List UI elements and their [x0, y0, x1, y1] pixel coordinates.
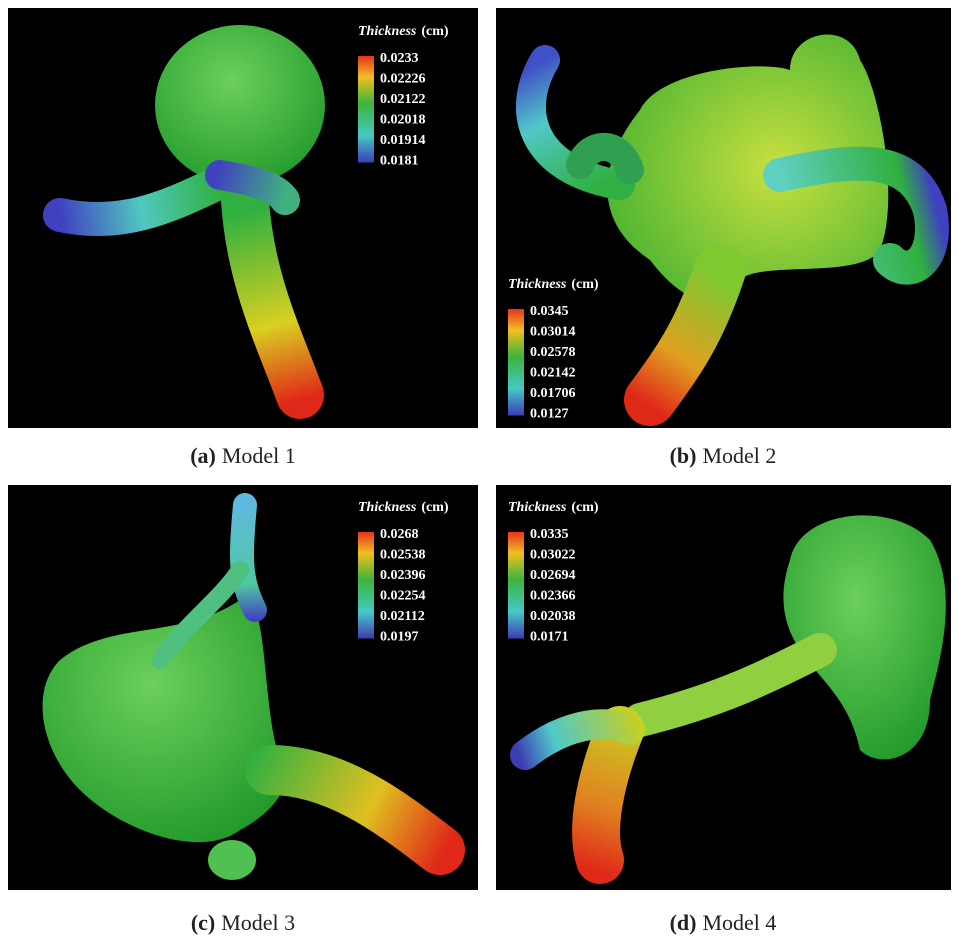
caption-text: Model 3 — [221, 910, 295, 935]
colorbar-tick-label: 0.01706 — [530, 386, 576, 401]
caption-text: Model 2 — [702, 443, 776, 468]
colorbar-tick-label: 0.02142 — [530, 366, 576, 381]
colorbar — [358, 532, 374, 639]
caption-label: (b) — [670, 443, 697, 468]
colorbar-tick-label: 0.03014 — [530, 325, 576, 340]
colorbar-tick-label: 0.02538 — [380, 548, 426, 563]
colorbar-tick-label: 0.0127 — [530, 407, 569, 422]
colorbar-tick-label: 0.01914 — [380, 133, 426, 148]
legend-title-text: Thickness — [358, 500, 417, 515]
legend-title: Thickness (cm) — [508, 277, 599, 292]
colorbar — [508, 532, 524, 639]
caption: (d)Model 4 — [670, 910, 777, 935]
caption-label: (d) — [670, 910, 697, 935]
colorbar-tick-label: 0.0268 — [380, 527, 419, 542]
figure: Thickness(cm)0.02330.022260.021220.02018… — [0, 0, 959, 940]
caption-label: (a) — [190, 443, 216, 468]
colorbar-tick-label: 0.02396 — [380, 568, 426, 583]
colorbar-tick-label: 0.02112 — [380, 609, 425, 624]
colorbar-tick-label: 0.02578 — [530, 345, 576, 360]
caption-text: Model 4 — [702, 910, 776, 935]
legend-title: Thickness (cm) — [508, 500, 599, 515]
caption: (c)Model 3 — [191, 910, 295, 935]
colorbar-tick-label: 0.0345 — [530, 304, 569, 319]
colorbar-tick-label: 0.02018 — [380, 113, 426, 128]
colorbar — [358, 56, 374, 163]
colorbar-tick-label: 0.02694 — [530, 568, 576, 583]
colorbar-tick-label: 0.0181 — [380, 154, 419, 169]
colorbar-tick-label: 0.0171 — [530, 630, 569, 645]
legend-unit: (cm) — [421, 24, 449, 39]
legend-title-text: Thickness — [508, 500, 567, 515]
colorbar-tick-label: 0.02122 — [380, 92, 426, 107]
caption: (b)Model 2 — [670, 443, 777, 468]
colorbar-tick-label: 0.0197 — [380, 630, 419, 645]
legend-unit: (cm) — [571, 500, 599, 515]
legend-unit: (cm) — [571, 277, 599, 292]
legend-unit: (cm) — [421, 500, 449, 515]
legend-title: Thickness (cm) — [358, 24, 449, 39]
legend-title-text: Thickness — [508, 277, 567, 292]
colorbar-tick-label: 0.02038 — [530, 609, 576, 624]
legend-title: Thickness (cm) — [358, 500, 449, 515]
colorbar-tick-label: 0.02226 — [380, 72, 426, 87]
caption-label: (c) — [191, 910, 215, 935]
colorbar-tick-label: 0.0335 — [530, 527, 569, 542]
legend-title-text: Thickness — [358, 24, 417, 39]
colorbar-tick-label: 0.02254 — [380, 589, 426, 604]
caption-text: Model 1 — [222, 443, 296, 468]
colorbar-tick-label: 0.03022 — [530, 548, 576, 563]
colorbar — [508, 309, 524, 416]
colorbar-tick-label: 0.02366 — [530, 589, 576, 604]
colorbar-tick-label: 0.0233 — [380, 51, 419, 66]
caption: (a)Model 1 — [190, 443, 296, 468]
